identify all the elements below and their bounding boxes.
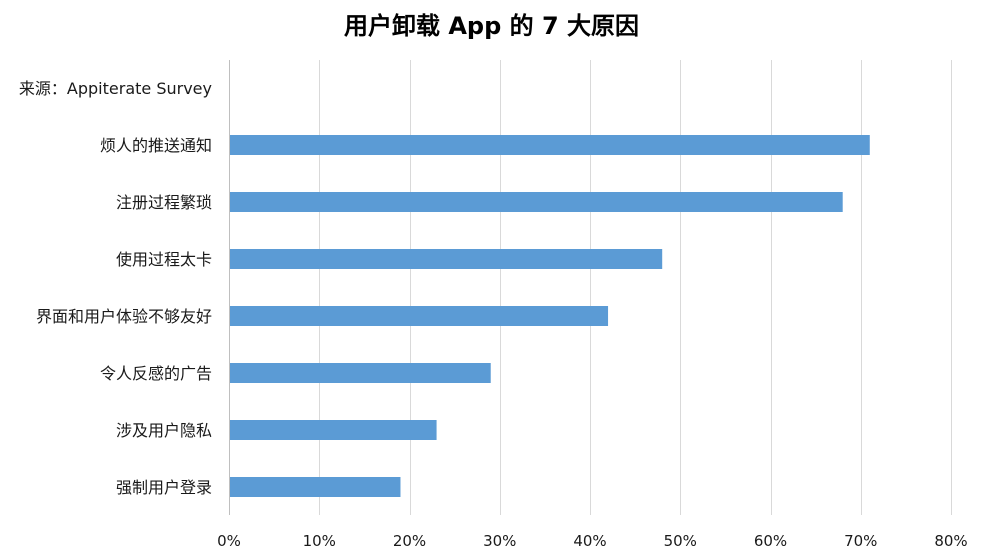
- category-label: 强制用户登录: [116, 478, 212, 497]
- bar: [230, 192, 843, 212]
- category-label: 注册过程繁琐: [116, 193, 212, 212]
- x-tick-label: 40%: [573, 532, 606, 550]
- bar: [230, 135, 870, 155]
- x-tick-label: 0%: [217, 532, 241, 550]
- x-tick-label: 10%: [303, 532, 336, 550]
- bars: [230, 135, 870, 497]
- bar: [230, 477, 401, 497]
- x-tick-label: 50%: [664, 532, 697, 550]
- chart-title: 用户卸载 App 的 7 大原因: [343, 12, 640, 40]
- x-tick-label: 60%: [754, 532, 787, 550]
- category-label: 使用过程太卡: [116, 250, 212, 269]
- x-tick-label: 80%: [934, 532, 967, 550]
- x-tick-labels: 0% 10% 20% 30% 40% 50% 60% 70% 80%: [217, 532, 968, 550]
- x-tick-label: 30%: [483, 532, 516, 550]
- category-label: 来源：Appiterate Survey: [19, 79, 212, 98]
- category-labels: 来源：Appiterate Survey 烦人的推送通知注册过程繁琐使用过程太卡界…: [19, 79, 212, 497]
- x-tick-label: 20%: [393, 532, 426, 550]
- category-label: 涉及用户隐私: [116, 421, 212, 440]
- bar: [230, 306, 609, 326]
- category-label: 界面和用户体验不够友好: [36, 307, 212, 326]
- category-label: 烦人的推送通知: [100, 136, 212, 155]
- x-tick-label: 70%: [844, 532, 877, 550]
- gridlines: [229, 60, 952, 515]
- category-label: 令人反感的广告: [100, 364, 212, 383]
- bar: [230, 363, 491, 383]
- bar: [230, 249, 663, 269]
- bar: [230, 420, 437, 440]
